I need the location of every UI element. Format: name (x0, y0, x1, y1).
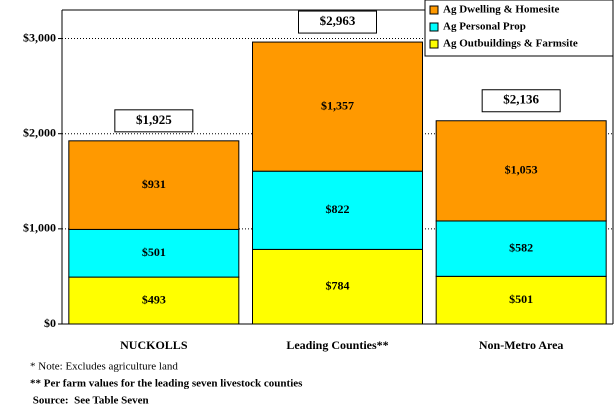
total-label: $2,136 (503, 92, 539, 107)
note: ** Per farm values for the leading seven… (30, 378, 303, 390)
data-label: $784 (326, 278, 350, 292)
bar-segment (435, 120, 607, 222)
data-label: $501 (509, 292, 533, 306)
data-label: $1,053 (505, 163, 538, 177)
x-tick-label: Leading Counties** (286, 338, 388, 352)
note: * Note: Excludes agriculture land (30, 361, 178, 373)
y-tick-label: $1,000 (23, 221, 56, 235)
bar-segment (68, 228, 240, 278)
legend-swatch (429, 22, 439, 32)
legend-label: Ag Personal Prop (443, 21, 526, 33)
total-label: $2,963 (320, 13, 356, 28)
legend-box (424, 0, 614, 57)
legend-swatch (429, 5, 439, 15)
legend-label: Ag Outbuildings & Farmsite (443, 38, 578, 50)
y-tick-label: $2,000 (23, 125, 56, 139)
data-label: $582 (509, 240, 533, 254)
total-box (114, 109, 194, 133)
note: Source: See Table Seven (30, 395, 149, 407)
data-label: $931 (142, 177, 166, 191)
total-box (298, 10, 377, 34)
x-tick-label: Non-Metro Area (479, 338, 564, 352)
legend-label: Ag Dwelling & Homesite (443, 4, 560, 16)
bar-segment (252, 170, 423, 250)
bar-segment (68, 276, 240, 325)
data-label: $1,357 (321, 98, 354, 112)
data-label: $493 (142, 292, 166, 306)
x-tick-label: NUCKOLLS (120, 338, 188, 352)
bar-segment (252, 41, 423, 172)
total-box (481, 89, 561, 113)
data-label: $822 (326, 202, 350, 216)
y-tick-label: $0 (44, 316, 56, 330)
data-label: $501 (142, 245, 166, 259)
bar-segment (435, 220, 607, 277)
bar-segment (252, 248, 423, 325)
legend-swatch (429, 39, 439, 49)
total-label: $1,925 (136, 112, 172, 127)
bar-segment (68, 140, 240, 230)
y-tick-label: $3,000 (23, 30, 56, 44)
